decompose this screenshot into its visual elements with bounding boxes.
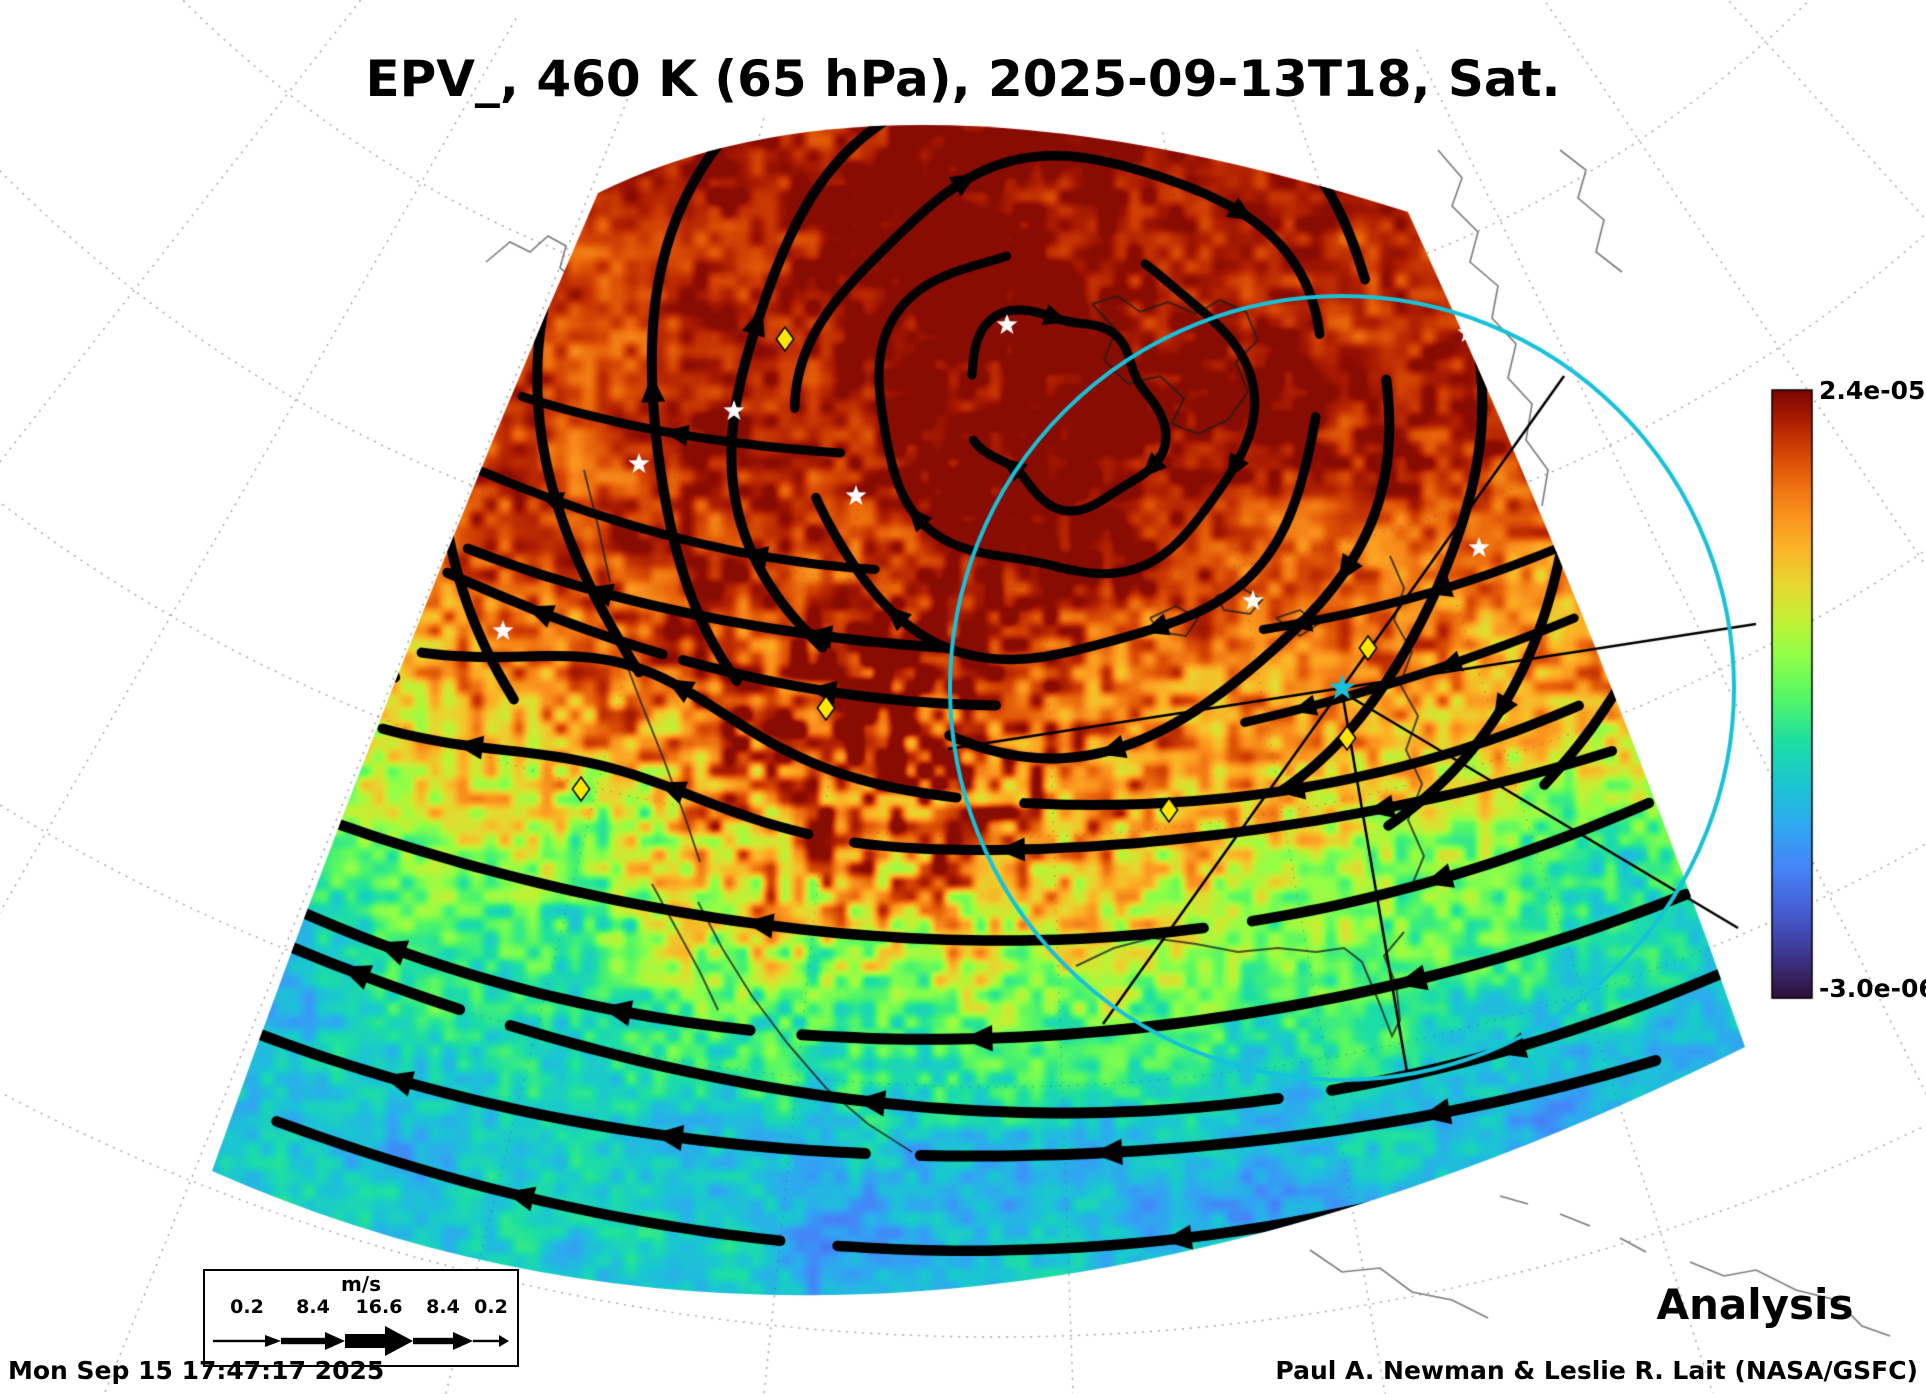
colorbar-min-label: -3.0e-06 (1819, 974, 1926, 1003)
plot-title: EPV_, 460 K (65 hPa), 2025-09-13T18, Sat… (365, 50, 1561, 108)
wind-units-label: m/s (340, 1272, 382, 1296)
colorbar-max-label: 2.4e-05 (1819, 376, 1926, 405)
wind-arrow-scale-icon (213, 1326, 509, 1356)
wind-speed-value: 0.2 (474, 1296, 508, 1318)
credit-label: Paul A. Newman & Leslie R. Lait (NASA/GS… (1275, 1356, 1918, 1385)
wind-speed-value: 8.4 (426, 1296, 460, 1318)
wind-speed-value: 0.2 (230, 1296, 264, 1318)
wind-speed-value: 16.6 (355, 1296, 403, 1318)
generation-timestamp: Mon Sep 15 17:47:17 2025 (8, 1356, 385, 1385)
wind-speed-value: 8.4 (296, 1296, 330, 1318)
wind-speed-legend: m/s 0.2 8.4 16.6 8.4 0.2 (203, 1269, 519, 1367)
analysis-label: Analysis (1656, 1280, 1854, 1329)
